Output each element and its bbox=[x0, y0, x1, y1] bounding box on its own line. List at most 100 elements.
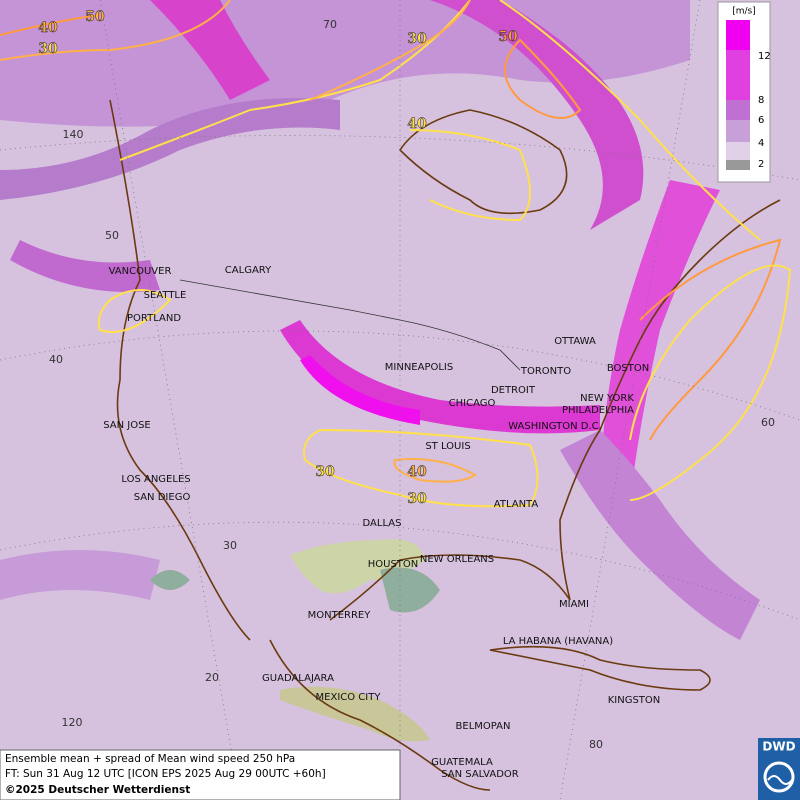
city-label: SAN JOSE bbox=[103, 420, 151, 431]
contour-label: 40 bbox=[407, 116, 427, 132]
city-label: DALLAS bbox=[363, 518, 402, 529]
coastline bbox=[269, 639, 491, 791]
city-label: LOS ANGELES bbox=[121, 474, 190, 485]
legend-label: 6 bbox=[758, 115, 764, 126]
city-label: ATLANTA bbox=[494, 499, 539, 510]
city-label: VANCOUVER bbox=[109, 266, 172, 277]
city-label: MINNEAPOLIS bbox=[385, 362, 453, 373]
contour-line bbox=[309, 0, 471, 101]
city-label: NEW ORLEANS bbox=[420, 554, 494, 565]
legend-label: 12 bbox=[758, 51, 771, 62]
legend-swatch bbox=[726, 100, 750, 120]
city-label: TORONTO bbox=[520, 366, 571, 377]
city-label: MIAMI bbox=[559, 599, 589, 610]
city-label: PORTLAND bbox=[127, 313, 181, 324]
contour-label: 30 bbox=[407, 491, 427, 507]
legend-unit: [m/s] bbox=[732, 7, 756, 17]
graticule-label: 120 bbox=[62, 716, 83, 729]
contour-label: 30 bbox=[315, 464, 335, 480]
wind-area bbox=[0, 98, 340, 200]
terrain-area bbox=[280, 686, 430, 742]
coastline bbox=[398, 109, 568, 215]
graticule-label: 50 bbox=[105, 229, 119, 242]
contour-line bbox=[0, 14, 101, 36]
city-label: SAN DIEGO bbox=[134, 492, 191, 503]
wind-area bbox=[150, 0, 270, 100]
city-label: MONTERREY bbox=[308, 610, 372, 621]
wind-area bbox=[430, 0, 644, 230]
city-label: GUADALAJARA bbox=[262, 673, 334, 684]
contour-line bbox=[499, 0, 761, 241]
terrain bbox=[150, 539, 440, 742]
city-label: CALGARY bbox=[225, 265, 272, 276]
caption-text: FT: Sun 31 Aug 12 UTC [ICON EPS 2025 Aug… bbox=[5, 768, 326, 780]
city-label: ST LOUIS bbox=[425, 441, 470, 452]
logo-icon bbox=[763, 761, 795, 793]
city-label: BELMOPAN bbox=[456, 721, 511, 732]
city-label: DETROIT bbox=[491, 385, 536, 396]
contour-line bbox=[639, 238, 782, 441]
legend-label: 2 bbox=[758, 159, 764, 170]
legend-swatch bbox=[726, 160, 750, 170]
legend-label: 8 bbox=[758, 95, 764, 106]
terrain-area bbox=[380, 567, 440, 613]
contour-line bbox=[629, 264, 792, 501]
graticule-label: 40 bbox=[49, 353, 63, 366]
wind-area bbox=[280, 320, 600, 434]
wind-area bbox=[600, 180, 720, 500]
contours bbox=[0, 0, 792, 508]
city-label: OTTAWA bbox=[554, 336, 596, 347]
legend-swatch bbox=[726, 120, 750, 142]
legend-swatch bbox=[726, 20, 750, 50]
contour-line bbox=[504, 38, 582, 119]
city-label: NEW YORK bbox=[580, 393, 634, 404]
wind-area bbox=[300, 355, 420, 425]
city-label: WASHINGTON D.C. bbox=[508, 421, 602, 432]
contour-label: 30 bbox=[38, 41, 58, 57]
city-label: LA HABANA (HAVANA) bbox=[503, 636, 613, 647]
contour-line bbox=[409, 129, 531, 222]
caption-text: ©2025 Deutscher Wetterdienst bbox=[5, 784, 190, 796]
city-label: SEATTLE bbox=[144, 290, 187, 301]
graticule-label: 140 bbox=[63, 128, 84, 141]
caption-box bbox=[0, 749, 401, 801]
caption: Ensemble mean + spread of Mean wind spee… bbox=[0, 749, 401, 801]
graticule-line bbox=[0, 135, 800, 181]
city-label: PHILADELPHIA bbox=[562, 405, 634, 416]
graticule-line bbox=[99, 0, 241, 801]
legend-swatch bbox=[726, 50, 750, 100]
city-label: MEXICO CITY bbox=[316, 692, 382, 703]
city-label: CHICAGO bbox=[449, 398, 496, 409]
wind-shading bbox=[0, 0, 760, 640]
graticule-line bbox=[559, 0, 701, 801]
city-label: GUATEMALA bbox=[431, 757, 493, 768]
terrain-area bbox=[290, 539, 425, 594]
contour-line bbox=[0, 0, 231, 61]
legend-label: 4 bbox=[758, 138, 764, 149]
coastlines bbox=[109, 99, 781, 791]
coastline bbox=[329, 199, 781, 621]
contour-line bbox=[97, 289, 172, 333]
graticule-label: 80 bbox=[589, 738, 603, 751]
contour-label: 50 bbox=[498, 29, 518, 45]
wind-area bbox=[10, 240, 160, 292]
wind-area bbox=[560, 430, 760, 640]
city-label: KINGSTON bbox=[608, 695, 661, 706]
logo: DWD bbox=[758, 738, 800, 800]
contour-label: 40 bbox=[38, 20, 58, 36]
legend-swatch bbox=[726, 142, 750, 164]
city-label: BOSTON bbox=[607, 363, 649, 374]
logo-text: DWD bbox=[762, 740, 795, 754]
graticule-label: 20 bbox=[205, 671, 219, 684]
graticule-label: 60 bbox=[761, 416, 775, 429]
wind-area bbox=[0, 550, 160, 600]
contour-label: 30 bbox=[407, 31, 427, 47]
legend: [m/s] 12 8 6 4 2 bbox=[717, 1, 771, 183]
logo-icon bbox=[767, 775, 793, 785]
graticule-label: 30 bbox=[223, 539, 237, 552]
caption-text: Ensemble mean + spread of Mean wind spee… bbox=[5, 753, 295, 765]
contour-line bbox=[303, 428, 539, 508]
terrain-area bbox=[150, 570, 190, 590]
